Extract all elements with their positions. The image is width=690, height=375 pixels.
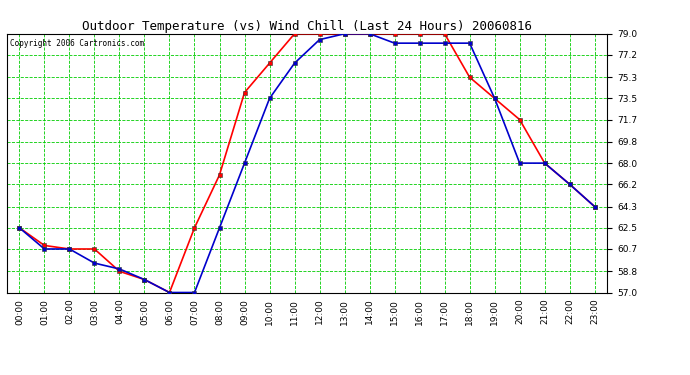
- Text: Copyright 2006 Cartronics.com: Copyright 2006 Cartronics.com: [10, 39, 144, 48]
- Title: Outdoor Temperature (vs) Wind Chill (Last 24 Hours) 20060816: Outdoor Temperature (vs) Wind Chill (Las…: [82, 20, 532, 33]
